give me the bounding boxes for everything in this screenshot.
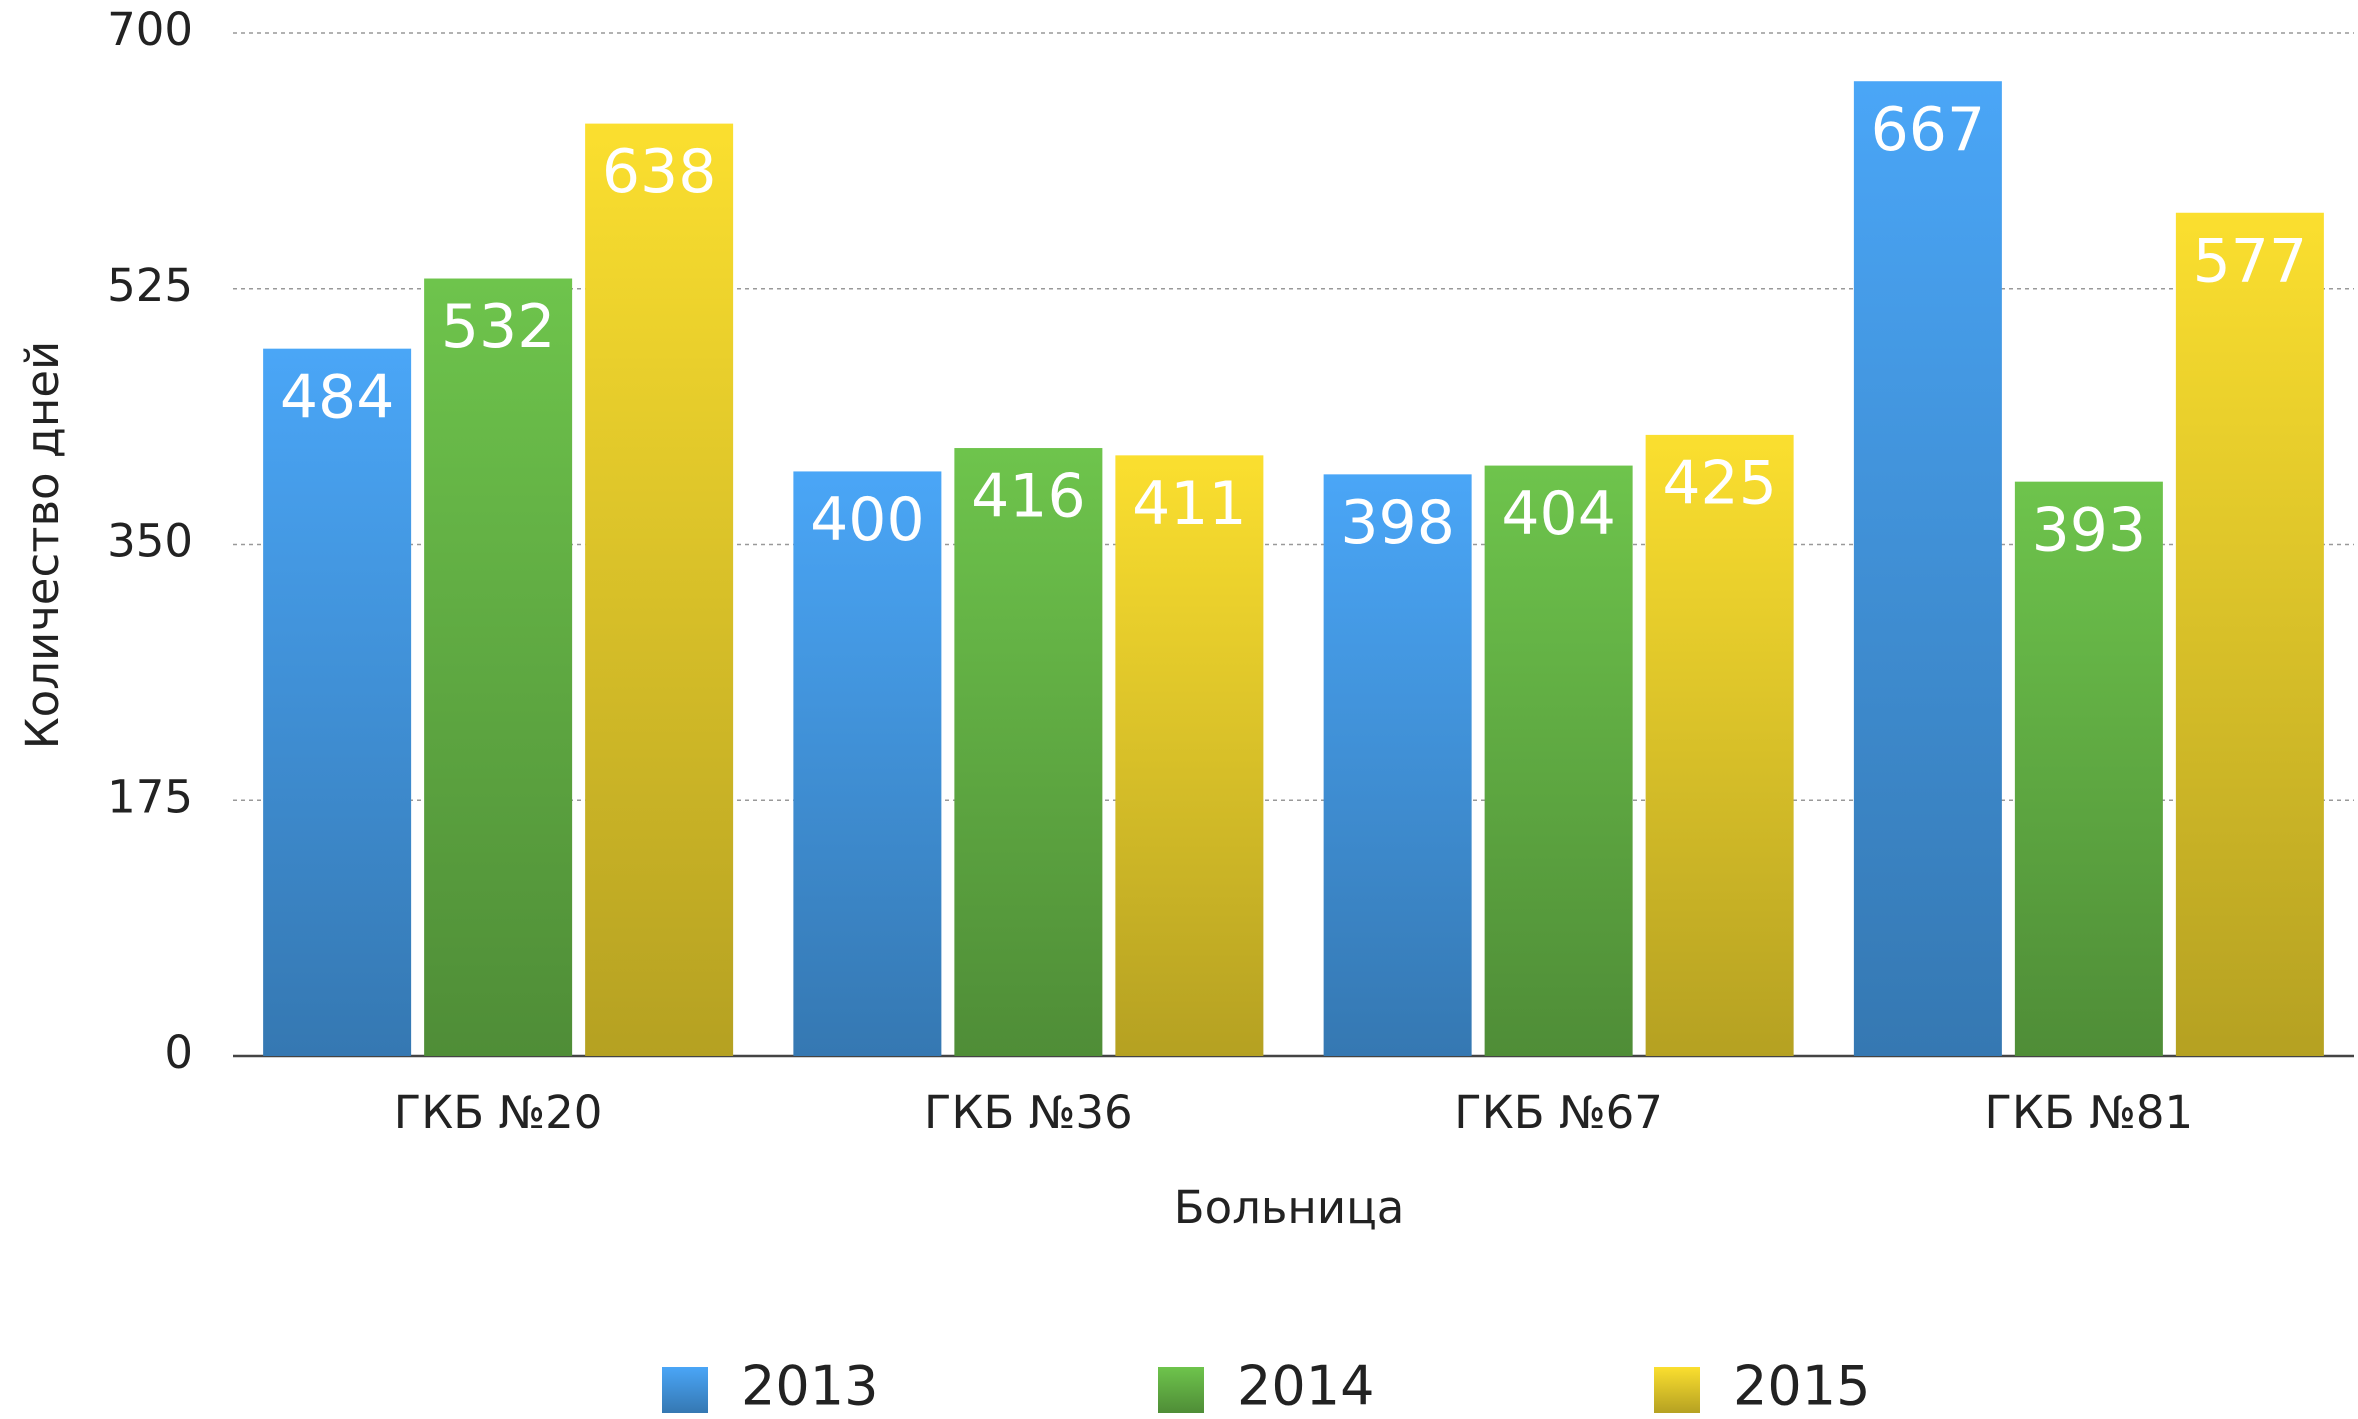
y-tick-label: 525	[107, 259, 193, 312]
legend-swatch	[1654, 1367, 1700, 1413]
y-tick-label: 350	[107, 515, 193, 568]
value-label: 411	[1132, 469, 1247, 539]
value-label: 638	[602, 137, 717, 207]
bar	[424, 278, 573, 1056]
value-label: 484	[280, 362, 395, 432]
value-label: 416	[971, 462, 1086, 532]
bar	[1323, 474, 1472, 1056]
x-axis-title: Больница	[1174, 1181, 1405, 1234]
bar	[1484, 465, 1633, 1056]
x-tick-label: ГКБ №20	[394, 1086, 603, 1139]
value-label: 398	[1340, 488, 1455, 558]
value-label: 393	[2032, 495, 2147, 565]
bar	[2175, 212, 2324, 1056]
bar	[2014, 481, 2163, 1056]
x-tick-label: ГКБ №81	[1985, 1086, 2194, 1139]
y-tick-label: 0	[164, 1026, 193, 1079]
value-label: 577	[2193, 226, 2308, 296]
legend-swatch	[662, 1367, 708, 1413]
x-tick-label: ГКБ №67	[1454, 1086, 1663, 1139]
legend-swatch	[1158, 1367, 1204, 1413]
value-label: 404	[1501, 479, 1616, 549]
legend-label: 2015	[1733, 1355, 1870, 1418]
value-label: 400	[810, 485, 925, 555]
bar	[585, 123, 734, 1056]
bar	[1115, 455, 1264, 1056]
bar	[793, 471, 942, 1056]
bar	[263, 348, 412, 1056]
bar	[1853, 81, 2002, 1056]
y-tick-label: 700	[107, 3, 193, 56]
x-tick-label: ГКБ №36	[924, 1086, 1133, 1139]
y-axis-title: Количество дней	[16, 341, 69, 750]
y-tick-label: 175	[107, 770, 193, 823]
value-label: 667	[1871, 95, 1986, 165]
bar	[954, 448, 1103, 1056]
legend-label: 2013	[741, 1355, 878, 1418]
bar	[1645, 434, 1794, 1057]
value-label: 425	[1662, 448, 1777, 518]
value-label: 532	[441, 292, 556, 362]
legend-label: 2014	[1237, 1355, 1374, 1418]
